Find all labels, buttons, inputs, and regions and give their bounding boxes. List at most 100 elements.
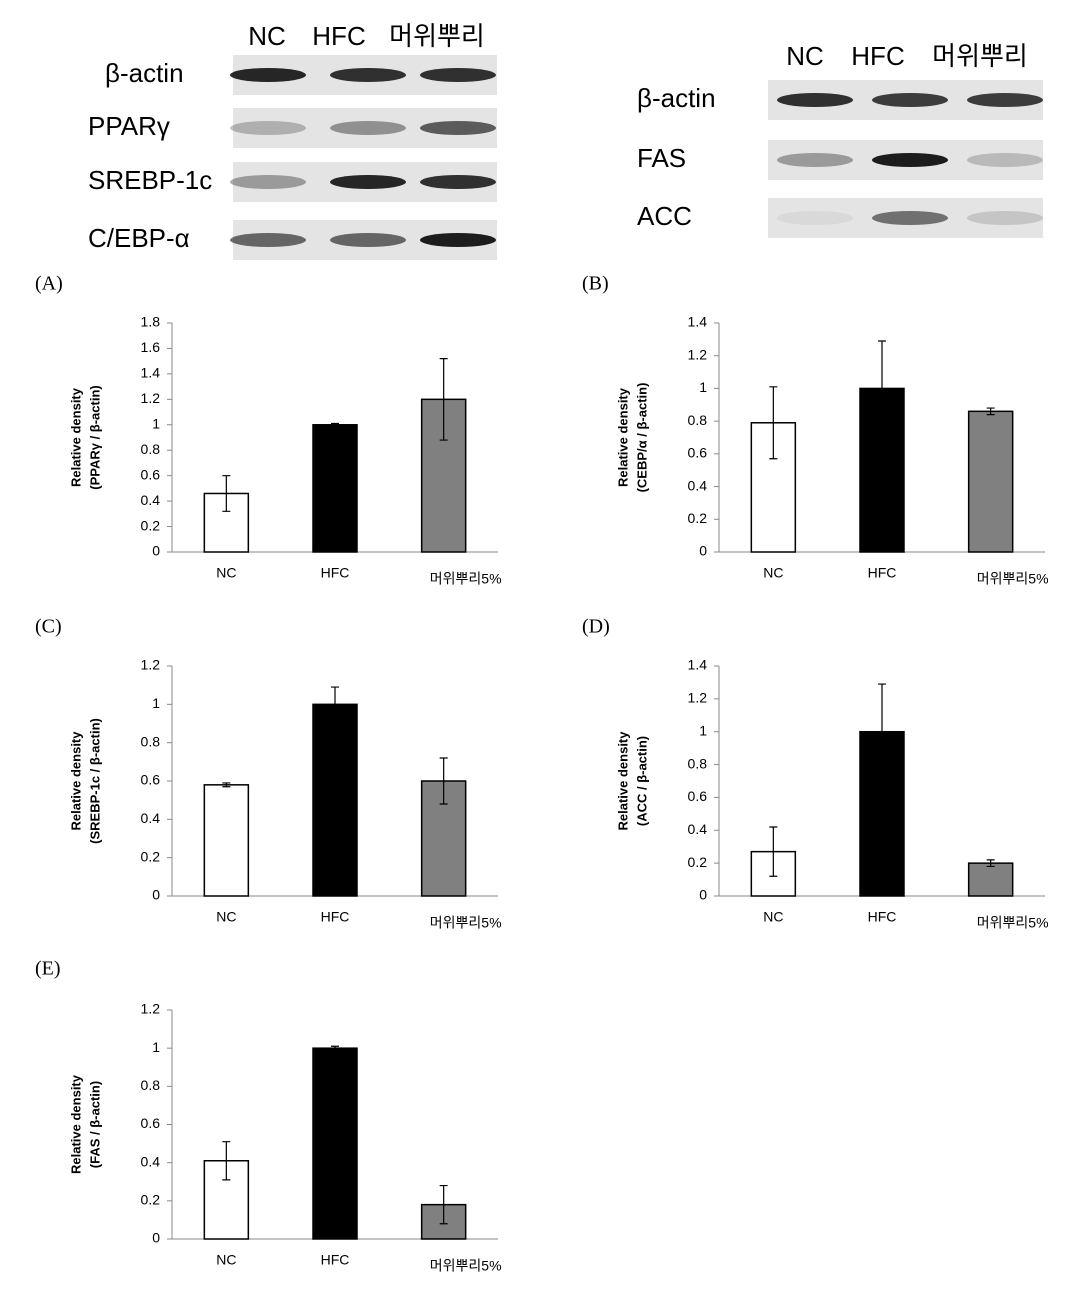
y-tick-label: 0.2 [688,854,708,870]
error-bar [439,358,448,441]
row-label: β-actin [105,58,184,88]
y-tick-label: 1.4 [688,314,708,330]
y-tick-label: 0.2 [688,510,708,526]
blot-band [230,233,306,247]
y-axis-label: (ACC / β-actin) [634,736,649,826]
y-tick-label: 1 [152,1039,160,1055]
y-tick-label: 0.8 [141,1077,161,1093]
y-tick-label: 1.2 [141,657,161,673]
row-label: SREBP-1c [88,165,212,195]
blot-band [872,153,948,167]
x-tick-label: 머위뿌리5% [430,1258,502,1274]
lane-label: 머위뿌리 [932,41,1028,71]
row-label: β-actin [637,83,716,113]
panel-label: (E) [35,958,61,980]
blot-band [230,68,306,82]
error-bar [769,826,778,877]
y-tick-label: 1.4 [141,365,161,381]
bar [312,1047,358,1240]
bar [312,424,358,553]
blot-band [872,93,948,107]
y-tick-label: 1.2 [688,346,708,362]
blot-band [230,175,306,189]
bar [312,703,358,897]
row-label: C/EBP-α [88,223,190,253]
y-tick-label: 0.8 [141,441,161,457]
row-label: PPARγ [88,111,170,141]
y-tick-label: 0.8 [688,412,708,428]
x-tick-label: 머위뿌리5% [977,915,1049,931]
panel-label: (C) [35,616,62,638]
blot-band [420,68,496,82]
y-tick-label: 0.4 [688,821,708,837]
error-bar [986,407,995,416]
row-label: ACC [637,201,692,231]
bar [967,410,1014,553]
row-label: FAS [637,143,686,173]
y-tick-label: 1.2 [688,690,708,706]
blot-band [777,153,853,167]
y-tick-label: 0.6 [141,1115,161,1131]
error-bar [878,683,886,780]
y-tick-label: 0.6 [688,445,708,461]
y-tick-label: 0.8 [688,755,708,771]
y-tick-label: 0.6 [688,788,708,804]
x-tick-label: NC [216,909,236,925]
blot-band [967,153,1043,167]
y-tick-label: 1.8 [141,314,161,330]
x-tick-label: HFC [868,565,897,581]
bar [967,862,1014,897]
y-tick-label: 0.4 [141,810,161,826]
y-tick-label: 1.4 [688,657,708,673]
y-tick-label: 0 [699,887,707,903]
y-axis-label: (PPARγ / β-actin) [87,385,102,489]
bar [203,492,250,553]
error-bar [222,475,231,512]
x-tick-label: 머위뿌리5% [430,571,502,587]
y-axis-label: (CEBP/α / β-actin) [634,383,649,493]
y-axis-label: (FAS / β-actin) [87,1081,102,1168]
y-tick-label: 1 [152,415,160,431]
x-tick-label: 머위뿌리5% [430,915,502,931]
y-axis-label: (SREBP-1c / β-actin) [87,718,102,844]
y-tick-label: 0.6 [141,772,161,788]
y-tick-label: 0.8 [141,733,161,749]
panel-label: (D) [582,616,610,638]
error-bar [439,1184,448,1225]
x-tick-label: NC [763,565,783,581]
y-tick-label: 0.2 [141,848,161,864]
blot-band [330,121,406,135]
y-axis-label: Relative density [615,731,630,831]
x-tick-label: NC [216,1252,236,1268]
y-tick-label: 1 [152,695,160,711]
lane-label: 머위뿌리 [389,21,485,51]
lane-label: HFC [312,21,365,51]
panel-label: (A) [35,273,63,295]
blot-band [967,211,1043,225]
blot-band [330,68,406,82]
blot-band [420,175,496,189]
error-bar [878,340,886,437]
y-tick-label: 0.2 [141,517,161,533]
error-bar [986,859,995,868]
error-bar [222,1141,231,1181]
panel-label: (B) [582,273,609,295]
y-tick-label: 1 [699,379,707,395]
y-tick-label: 1.6 [141,339,161,355]
error-bar [439,757,448,805]
blot-band [967,93,1043,107]
blot-band [777,211,853,225]
y-tick-label: 0 [152,887,160,903]
y-tick-label: 0.4 [141,1153,161,1169]
blot-band [420,121,496,135]
x-tick-label: NC [216,565,236,581]
lane-label: NC [786,41,824,71]
y-axis-label: Relative density [68,731,83,831]
x-tick-label: NC [763,909,783,925]
error-bar [331,422,339,427]
error-bar [331,1045,339,1051]
blot-band [230,121,306,135]
blot-band [330,233,406,247]
x-tick-label: 머위뿌리5% [977,571,1049,587]
